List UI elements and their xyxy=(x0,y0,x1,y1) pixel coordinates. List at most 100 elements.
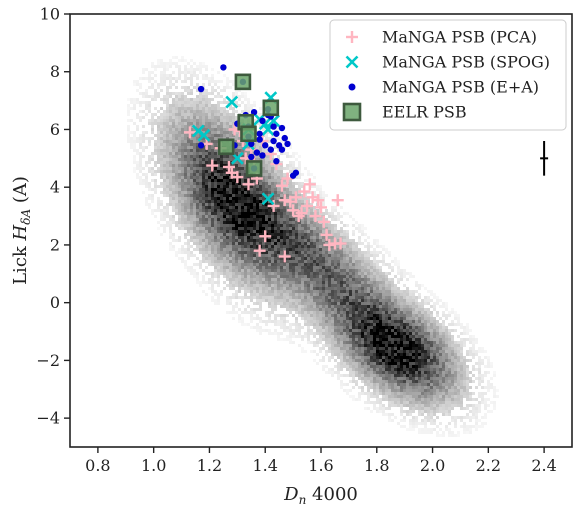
density-cell xyxy=(196,155,199,158)
density-cell xyxy=(373,335,376,338)
density-cell xyxy=(232,281,235,284)
density-cell xyxy=(268,329,271,332)
density-cell xyxy=(376,275,379,278)
density-cell xyxy=(382,284,385,287)
density-cell xyxy=(196,275,199,278)
density-cell xyxy=(331,293,334,296)
density-cell xyxy=(307,251,310,254)
density-cell xyxy=(295,266,298,269)
density-cell xyxy=(184,149,187,152)
density-cell xyxy=(136,152,139,155)
density-cell xyxy=(259,182,262,185)
density-cell xyxy=(229,287,232,290)
density-cell xyxy=(292,290,295,293)
density-cell xyxy=(208,101,211,104)
density-cell xyxy=(304,275,307,278)
density-cell xyxy=(331,278,334,281)
density-cell xyxy=(391,350,394,353)
density-cell xyxy=(217,95,220,98)
density-cell xyxy=(166,221,169,224)
density-cell xyxy=(223,245,226,248)
density-cell xyxy=(202,155,205,158)
density-cell xyxy=(373,356,376,359)
density-cell xyxy=(373,371,376,374)
density-cell xyxy=(397,326,400,329)
density-cell xyxy=(271,332,274,335)
density-cell xyxy=(391,311,394,314)
density-cell xyxy=(295,326,298,329)
density-cell xyxy=(322,299,325,302)
density-cell xyxy=(259,200,262,203)
density-cell xyxy=(238,215,241,218)
density-cell xyxy=(289,182,292,185)
density-cell xyxy=(253,179,256,182)
density-cell xyxy=(223,260,226,263)
density-cell xyxy=(202,146,205,149)
density-cell xyxy=(271,269,274,272)
density-cell xyxy=(400,350,403,353)
density-cell xyxy=(244,92,247,95)
density-cell xyxy=(352,284,355,287)
density-cell xyxy=(139,176,142,179)
density-cell xyxy=(196,239,199,242)
density-cell xyxy=(277,335,280,338)
density-cell xyxy=(280,218,283,221)
density-cell xyxy=(226,83,229,86)
density-cell xyxy=(241,218,244,221)
density-cell xyxy=(127,134,130,137)
density-cell xyxy=(307,170,310,173)
density-cell xyxy=(307,278,310,281)
density-cell xyxy=(316,305,319,308)
density-cell xyxy=(349,284,352,287)
density-cell xyxy=(226,284,229,287)
density-cell xyxy=(355,332,358,335)
density-cell xyxy=(280,251,283,254)
density-cell xyxy=(310,245,313,248)
density-cell xyxy=(247,212,250,215)
density-cell xyxy=(229,209,232,212)
density-cell xyxy=(202,179,205,182)
density-cell xyxy=(211,281,214,284)
density-cell xyxy=(376,287,379,290)
density-cell xyxy=(175,56,178,59)
density-cell xyxy=(373,377,376,380)
density-cell xyxy=(238,194,241,197)
density-cell xyxy=(274,284,277,287)
density-cell xyxy=(169,59,172,62)
density-cell xyxy=(361,242,364,245)
density-cell xyxy=(352,320,355,323)
density-cell xyxy=(370,326,373,329)
density-cell xyxy=(178,218,181,221)
density-cell xyxy=(127,107,130,110)
density-cell xyxy=(265,323,268,326)
density-cell xyxy=(241,320,244,323)
density-cell xyxy=(286,305,289,308)
density-cell xyxy=(250,230,253,233)
density-cell xyxy=(223,203,226,206)
density-cell xyxy=(148,137,151,140)
density-cell xyxy=(151,197,154,200)
density-cell xyxy=(136,176,139,179)
density-cell xyxy=(352,287,355,290)
density-cell xyxy=(187,155,190,158)
density-cell xyxy=(196,116,199,119)
density-cell xyxy=(364,341,367,344)
density-cell xyxy=(157,146,160,149)
density-cell xyxy=(187,149,190,152)
density-cell xyxy=(310,305,313,308)
density-cell xyxy=(403,332,406,335)
density-cell xyxy=(298,194,301,197)
density-cell xyxy=(367,338,370,341)
density-cell xyxy=(175,176,178,179)
density-cell xyxy=(181,221,184,224)
density-cell xyxy=(262,173,265,176)
density-cell xyxy=(214,131,217,134)
density-cell xyxy=(274,221,277,224)
density-cell xyxy=(379,299,382,302)
density-cell xyxy=(304,239,307,242)
density-cell xyxy=(313,176,316,179)
density-cell xyxy=(250,179,253,182)
density-cell xyxy=(148,110,151,113)
density-cell xyxy=(220,260,223,263)
density-cell xyxy=(295,302,298,305)
